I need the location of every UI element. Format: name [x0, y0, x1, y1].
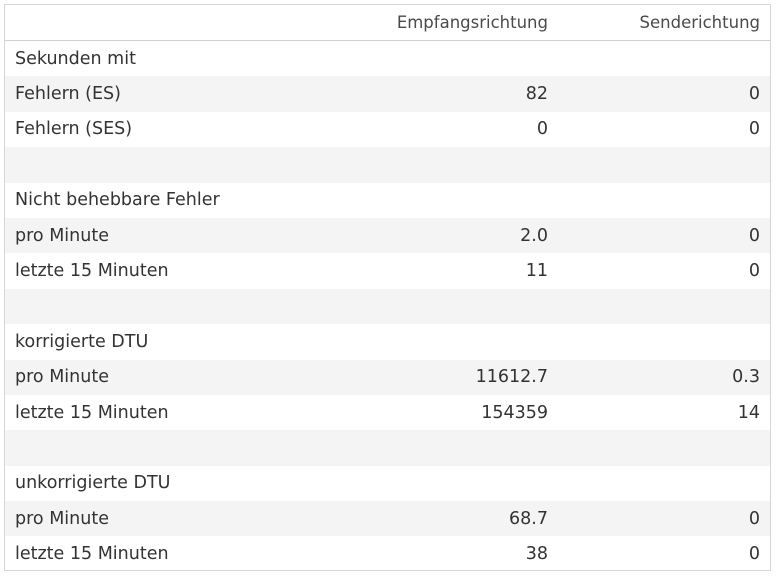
table-row-ses: Fehlern (SES) 0 0	[5, 112, 770, 147]
table-header: Empfangsrichtung Senderichtung	[5, 5, 770, 41]
table-row-uncorrected-dtu-last-15: letzte 15 Minuten 38 0	[5, 536, 770, 571]
header-row: Empfangsrichtung Senderichtung	[5, 5, 770, 41]
row-send-value: 14	[737, 402, 760, 423]
table-row-spacer	[5, 430, 770, 466]
header-label-column	[5, 5, 364, 41]
table-row-corrected-dtu-heading: korrigierte DTU	[5, 324, 770, 359]
row-send-value: 0	[748, 119, 760, 140]
row-label: letzte 15 Minuten	[15, 261, 169, 282]
row-label: pro Minute	[5, 359, 364, 395]
row-label: Nicht behebbare Fehler	[15, 190, 220, 211]
row-send-value	[558, 183, 770, 218]
row-send-value: 0	[558, 217, 770, 254]
table-row-corrected-dtu-per-minute: pro Minute 11612.7 0.3	[5, 359, 770, 395]
table-body: Sekunden mit Fehlern (ES) 82 0 Fehlern (…	[5, 41, 770, 572]
table-row-spacer	[5, 147, 770, 183]
table-row-uncorrected-dtu-per-minute: pro Minute 68.7 0	[5, 501, 770, 537]
row-label: letzte 15 Minuten	[15, 402, 169, 423]
row-receive-value	[364, 183, 558, 218]
table-row-corrected-dtu-last-15: letzte 15 Minuten 154359 14	[5, 395, 770, 430]
row-receive-value: 68.7	[364, 501, 558, 537]
table-row-uncorrectable-per-minute: pro Minute 2.0 0	[5, 217, 770, 254]
row-receive-value: 11	[525, 261, 548, 282]
row-receive-value	[364, 41, 558, 77]
row-send-value: 0	[558, 76, 770, 112]
line-statistics-table: Empfangsrichtung Senderichtung Sekunden …	[5, 5, 770, 572]
table-row-es-heading: Sekunden mit	[5, 41, 770, 77]
line-statistics-panel: Empfangsrichtung Senderichtung Sekunden …	[4, 4, 771, 571]
row-receive-value	[364, 466, 558, 501]
row-label: korrigierte DTU	[15, 331, 149, 352]
row-label: letzte 15 Minuten	[15, 544, 169, 565]
row-send-value: 0	[558, 501, 770, 537]
row-label: Sekunden mit	[15, 48, 136, 69]
row-receive-value	[364, 147, 558, 183]
row-send-value: 0	[748, 544, 760, 565]
row-label	[5, 288, 364, 325]
row-label: pro Minute	[5, 217, 364, 254]
row-receive-value: 82	[364, 76, 558, 112]
row-label	[5, 147, 364, 183]
row-receive-value	[364, 324, 558, 359]
row-receive-value: 38	[525, 544, 548, 565]
table-row-uncorrected-dtu-heading: unkorrigierte DTU	[5, 466, 770, 501]
row-receive-value: 2.0	[364, 217, 558, 254]
row-label	[5, 430, 364, 466]
row-label: unkorrigierte DTU	[15, 473, 171, 494]
table-row-uncorrectable-heading: Nicht behebbare Fehler	[5, 183, 770, 218]
row-receive-value	[364, 430, 558, 466]
header-send-direction: Senderichtung	[558, 5, 770, 41]
row-receive-value: 0	[536, 119, 548, 140]
row-receive-value: 154359	[481, 402, 548, 423]
table-row-spacer	[5, 288, 770, 325]
row-label: pro Minute	[5, 501, 364, 537]
row-receive-value: 11612.7	[364, 359, 558, 395]
row-receive-value	[364, 288, 558, 325]
row-send-value	[558, 147, 770, 183]
table-row-uncorrectable-last-15: letzte 15 Minuten 11 0	[5, 253, 770, 288]
row-send-value	[558, 288, 770, 325]
row-send-value	[558, 466, 770, 501]
row-send-value: 0	[748, 261, 760, 282]
row-send-value	[558, 430, 770, 466]
row-send-value: 0.3	[558, 359, 770, 395]
row-label: Fehlern (ES)	[5, 76, 364, 112]
row-send-value	[558, 324, 770, 359]
header-receive-direction: Empfangsrichtung	[364, 5, 558, 41]
row-label: Fehlern (SES)	[15, 119, 133, 140]
row-send-value	[558, 41, 770, 77]
table-row-es: Fehlern (ES) 82 0	[5, 76, 770, 112]
